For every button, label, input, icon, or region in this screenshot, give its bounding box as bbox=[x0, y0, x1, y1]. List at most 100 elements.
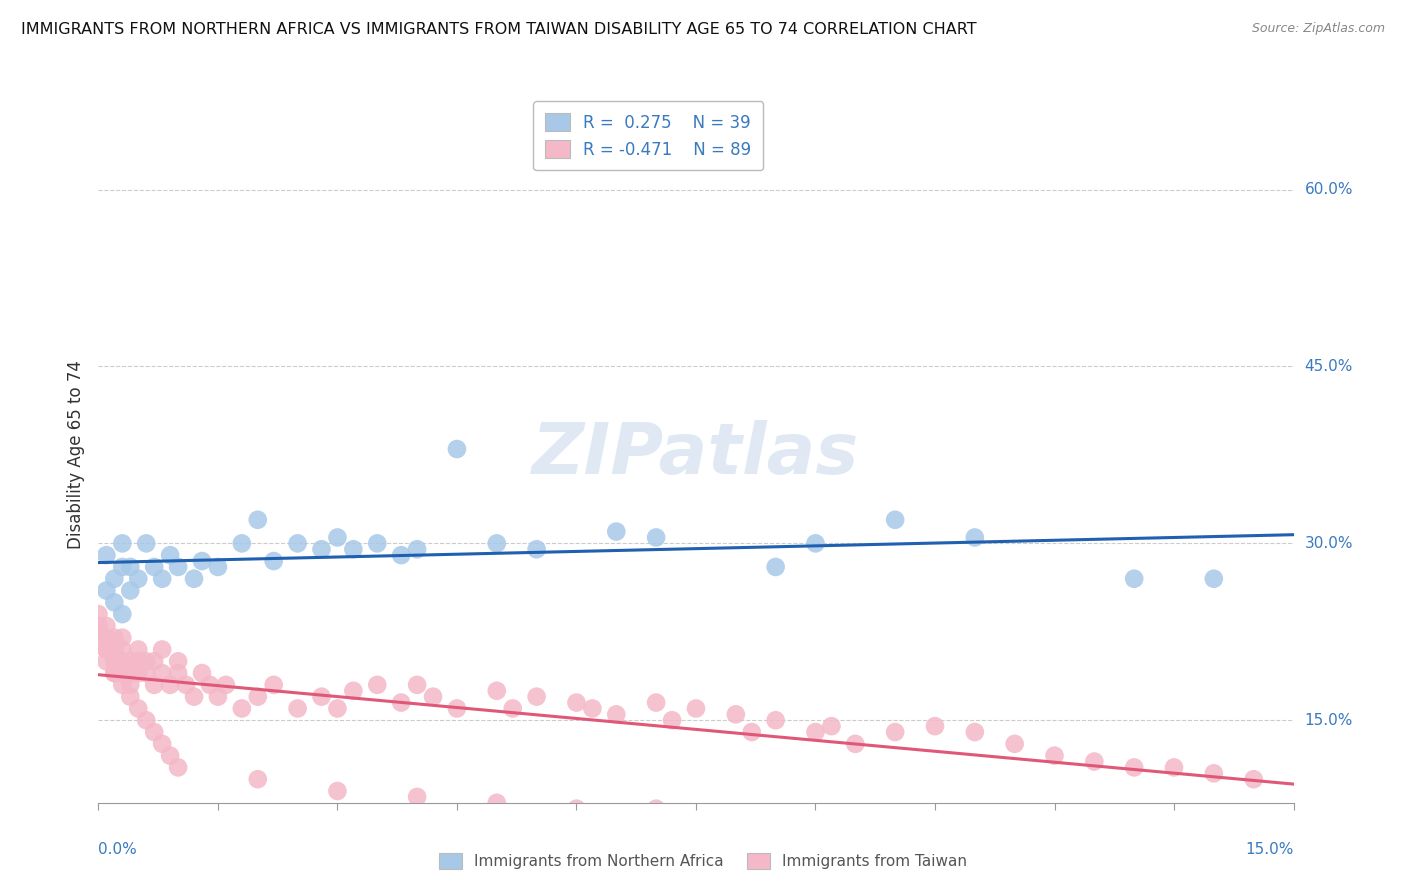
Point bbox=[111, 607, 134, 621]
Point bbox=[96, 642, 118, 657]
Point bbox=[96, 583, 118, 598]
Point bbox=[422, 690, 444, 704]
Point bbox=[446, 442, 468, 456]
Point bbox=[246, 690, 269, 704]
Point bbox=[103, 654, 125, 668]
Point bbox=[143, 725, 166, 739]
Point bbox=[820, 719, 842, 733]
Point bbox=[167, 560, 190, 574]
Point bbox=[215, 678, 238, 692]
Point bbox=[844, 737, 866, 751]
Point bbox=[581, 701, 603, 715]
Text: IMMIGRANTS FROM NORTHERN AFRICA VS IMMIGRANTS FROM TAIWAN DISABILITY AGE 65 TO 7: IMMIGRANTS FROM NORTHERN AFRICA VS IMMIG… bbox=[21, 22, 977, 37]
Point bbox=[963, 531, 986, 545]
Point bbox=[111, 631, 134, 645]
Point bbox=[96, 654, 118, 668]
Point bbox=[326, 784, 349, 798]
Point bbox=[127, 572, 149, 586]
Point bbox=[263, 678, 285, 692]
Point bbox=[127, 654, 149, 668]
Point bbox=[661, 713, 683, 727]
Point bbox=[150, 642, 173, 657]
Point bbox=[342, 542, 364, 557]
Point bbox=[884, 725, 907, 739]
Text: 0.0%: 0.0% bbox=[98, 842, 138, 856]
Point bbox=[174, 678, 197, 692]
Point bbox=[326, 531, 349, 545]
Point bbox=[765, 560, 787, 574]
Point bbox=[120, 560, 142, 574]
Point bbox=[120, 690, 142, 704]
Point bbox=[231, 536, 253, 550]
Point bbox=[311, 542, 333, 557]
Point bbox=[96, 631, 118, 645]
Point bbox=[159, 748, 181, 763]
Point bbox=[366, 536, 388, 550]
Point bbox=[231, 701, 253, 715]
Point bbox=[804, 725, 827, 739]
Point bbox=[191, 554, 214, 568]
Point bbox=[183, 690, 205, 704]
Point bbox=[1163, 760, 1185, 774]
Point bbox=[96, 619, 118, 633]
Point bbox=[191, 666, 214, 681]
Point bbox=[924, 719, 946, 733]
Point bbox=[111, 678, 134, 692]
Point bbox=[485, 683, 508, 698]
Point bbox=[143, 560, 166, 574]
Point bbox=[565, 696, 588, 710]
Point bbox=[127, 666, 149, 681]
Point bbox=[246, 513, 269, 527]
Point bbox=[111, 666, 134, 681]
Point bbox=[143, 678, 166, 692]
Point bbox=[446, 701, 468, 715]
Point bbox=[605, 707, 627, 722]
Point bbox=[96, 642, 118, 657]
Point bbox=[963, 725, 986, 739]
Point bbox=[87, 607, 110, 621]
Point bbox=[1004, 737, 1026, 751]
Point bbox=[207, 560, 229, 574]
Point bbox=[150, 737, 173, 751]
Point bbox=[389, 696, 412, 710]
Point bbox=[406, 789, 429, 804]
Point bbox=[127, 701, 149, 715]
Point bbox=[263, 554, 285, 568]
Point bbox=[120, 654, 142, 668]
Point bbox=[135, 666, 157, 681]
Point bbox=[724, 707, 747, 722]
Point bbox=[87, 631, 110, 645]
Point bbox=[287, 536, 309, 550]
Point bbox=[127, 642, 149, 657]
Point bbox=[143, 654, 166, 668]
Point bbox=[111, 642, 134, 657]
Point bbox=[183, 572, 205, 586]
Point bbox=[311, 690, 333, 704]
Point bbox=[287, 701, 309, 715]
Point bbox=[605, 524, 627, 539]
Point bbox=[103, 572, 125, 586]
Point bbox=[111, 560, 134, 574]
Point bbox=[406, 678, 429, 692]
Point bbox=[526, 542, 548, 557]
Point bbox=[565, 802, 588, 816]
Text: 60.0%: 60.0% bbox=[1305, 182, 1353, 197]
Point bbox=[207, 690, 229, 704]
Point bbox=[645, 696, 668, 710]
Point bbox=[198, 678, 221, 692]
Point bbox=[167, 760, 190, 774]
Legend: Immigrants from Northern Africa, Immigrants from Taiwan: Immigrants from Northern Africa, Immigra… bbox=[433, 847, 973, 875]
Point bbox=[1043, 748, 1066, 763]
Point bbox=[87, 619, 110, 633]
Point bbox=[167, 654, 190, 668]
Text: 30.0%: 30.0% bbox=[1305, 536, 1353, 551]
Point bbox=[326, 701, 349, 715]
Point bbox=[406, 542, 429, 557]
Point bbox=[485, 536, 508, 550]
Point bbox=[485, 796, 508, 810]
Point bbox=[111, 536, 134, 550]
Point bbox=[1202, 572, 1225, 586]
Point bbox=[120, 583, 142, 598]
Point bbox=[366, 678, 388, 692]
Point bbox=[103, 666, 125, 681]
